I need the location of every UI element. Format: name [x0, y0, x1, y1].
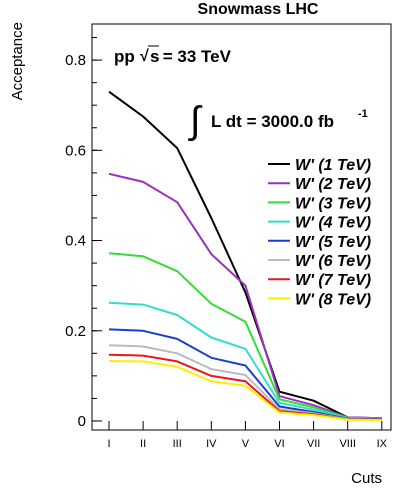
- legend-label: W' (8 TeV): [295, 291, 371, 308]
- chart-title: Snowmass LHC: [198, 1, 319, 18]
- energy-s: s: [150, 47, 159, 66]
- x-tick-label: II: [140, 438, 146, 450]
- energy-suffix: = 33 TeV: [158, 47, 232, 66]
- y-tick-label: 0.8: [65, 52, 86, 69]
- x-tick-label: I: [107, 438, 110, 450]
- legend-label: W' (3 TeV): [295, 195, 371, 212]
- y-axis-label: Acceptance: [9, 22, 26, 100]
- y-tick-label: 0.4: [65, 233, 86, 250]
- x-tick-label: III: [173, 438, 182, 450]
- energy-annotation: pp √ s = 33 TeV: [114, 45, 232, 66]
- series-line: [108, 301, 382, 420]
- series-line: [108, 252, 382, 420]
- x-tick-label: VI: [274, 438, 284, 450]
- axes: 00.20.40.60.8I II III IV V VI VII VIII IX: [65, 37, 388, 450]
- legend-label: W' (7 TeV): [295, 272, 371, 289]
- sqrt-symbol: √: [140, 48, 149, 65]
- y-tick-label: 0: [78, 413, 86, 430]
- series-line: [108, 360, 382, 422]
- series-line: [108, 353, 382, 421]
- lumi-superscript: -1: [358, 108, 368, 120]
- x-tick-label: VIII: [339, 438, 356, 450]
- series-lines: [108, 90, 382, 422]
- legend-label: W' (4 TeV): [295, 215, 371, 232]
- legend-label: W' (5 TeV): [295, 234, 371, 251]
- lumi-text: L dt = 3000.0 fb: [211, 112, 334, 131]
- plot-frame: [91, 23, 392, 431]
- x-tick-label: IX: [377, 438, 388, 450]
- legend-label: W' (1 TeV): [295, 157, 371, 174]
- legend-label: W' (6 TeV): [295, 253, 371, 270]
- series-line: [108, 90, 382, 420]
- y-tick-label: 0.2: [65, 323, 86, 340]
- integral-symbol: ∫: [188, 100, 203, 142]
- x-tick-label: IV: [206, 438, 217, 450]
- energy-prefix: pp: [114, 47, 135, 66]
- luminosity-annotation: ∫ L dt = 3000.0 fb -1: [188, 100, 368, 142]
- legend-label: W' (2 TeV): [295, 176, 371, 193]
- x-tick-label: VII: [307, 438, 320, 450]
- y-tick-label: 0.6: [65, 142, 86, 159]
- legend: W' (1 TeV) W' (2 TeV) W' (3 TeV) W' (4 TeV)…: [268, 157, 371, 308]
- x-axis-label: Cuts: [351, 470, 382, 487]
- x-tick-label: V: [242, 438, 250, 450]
